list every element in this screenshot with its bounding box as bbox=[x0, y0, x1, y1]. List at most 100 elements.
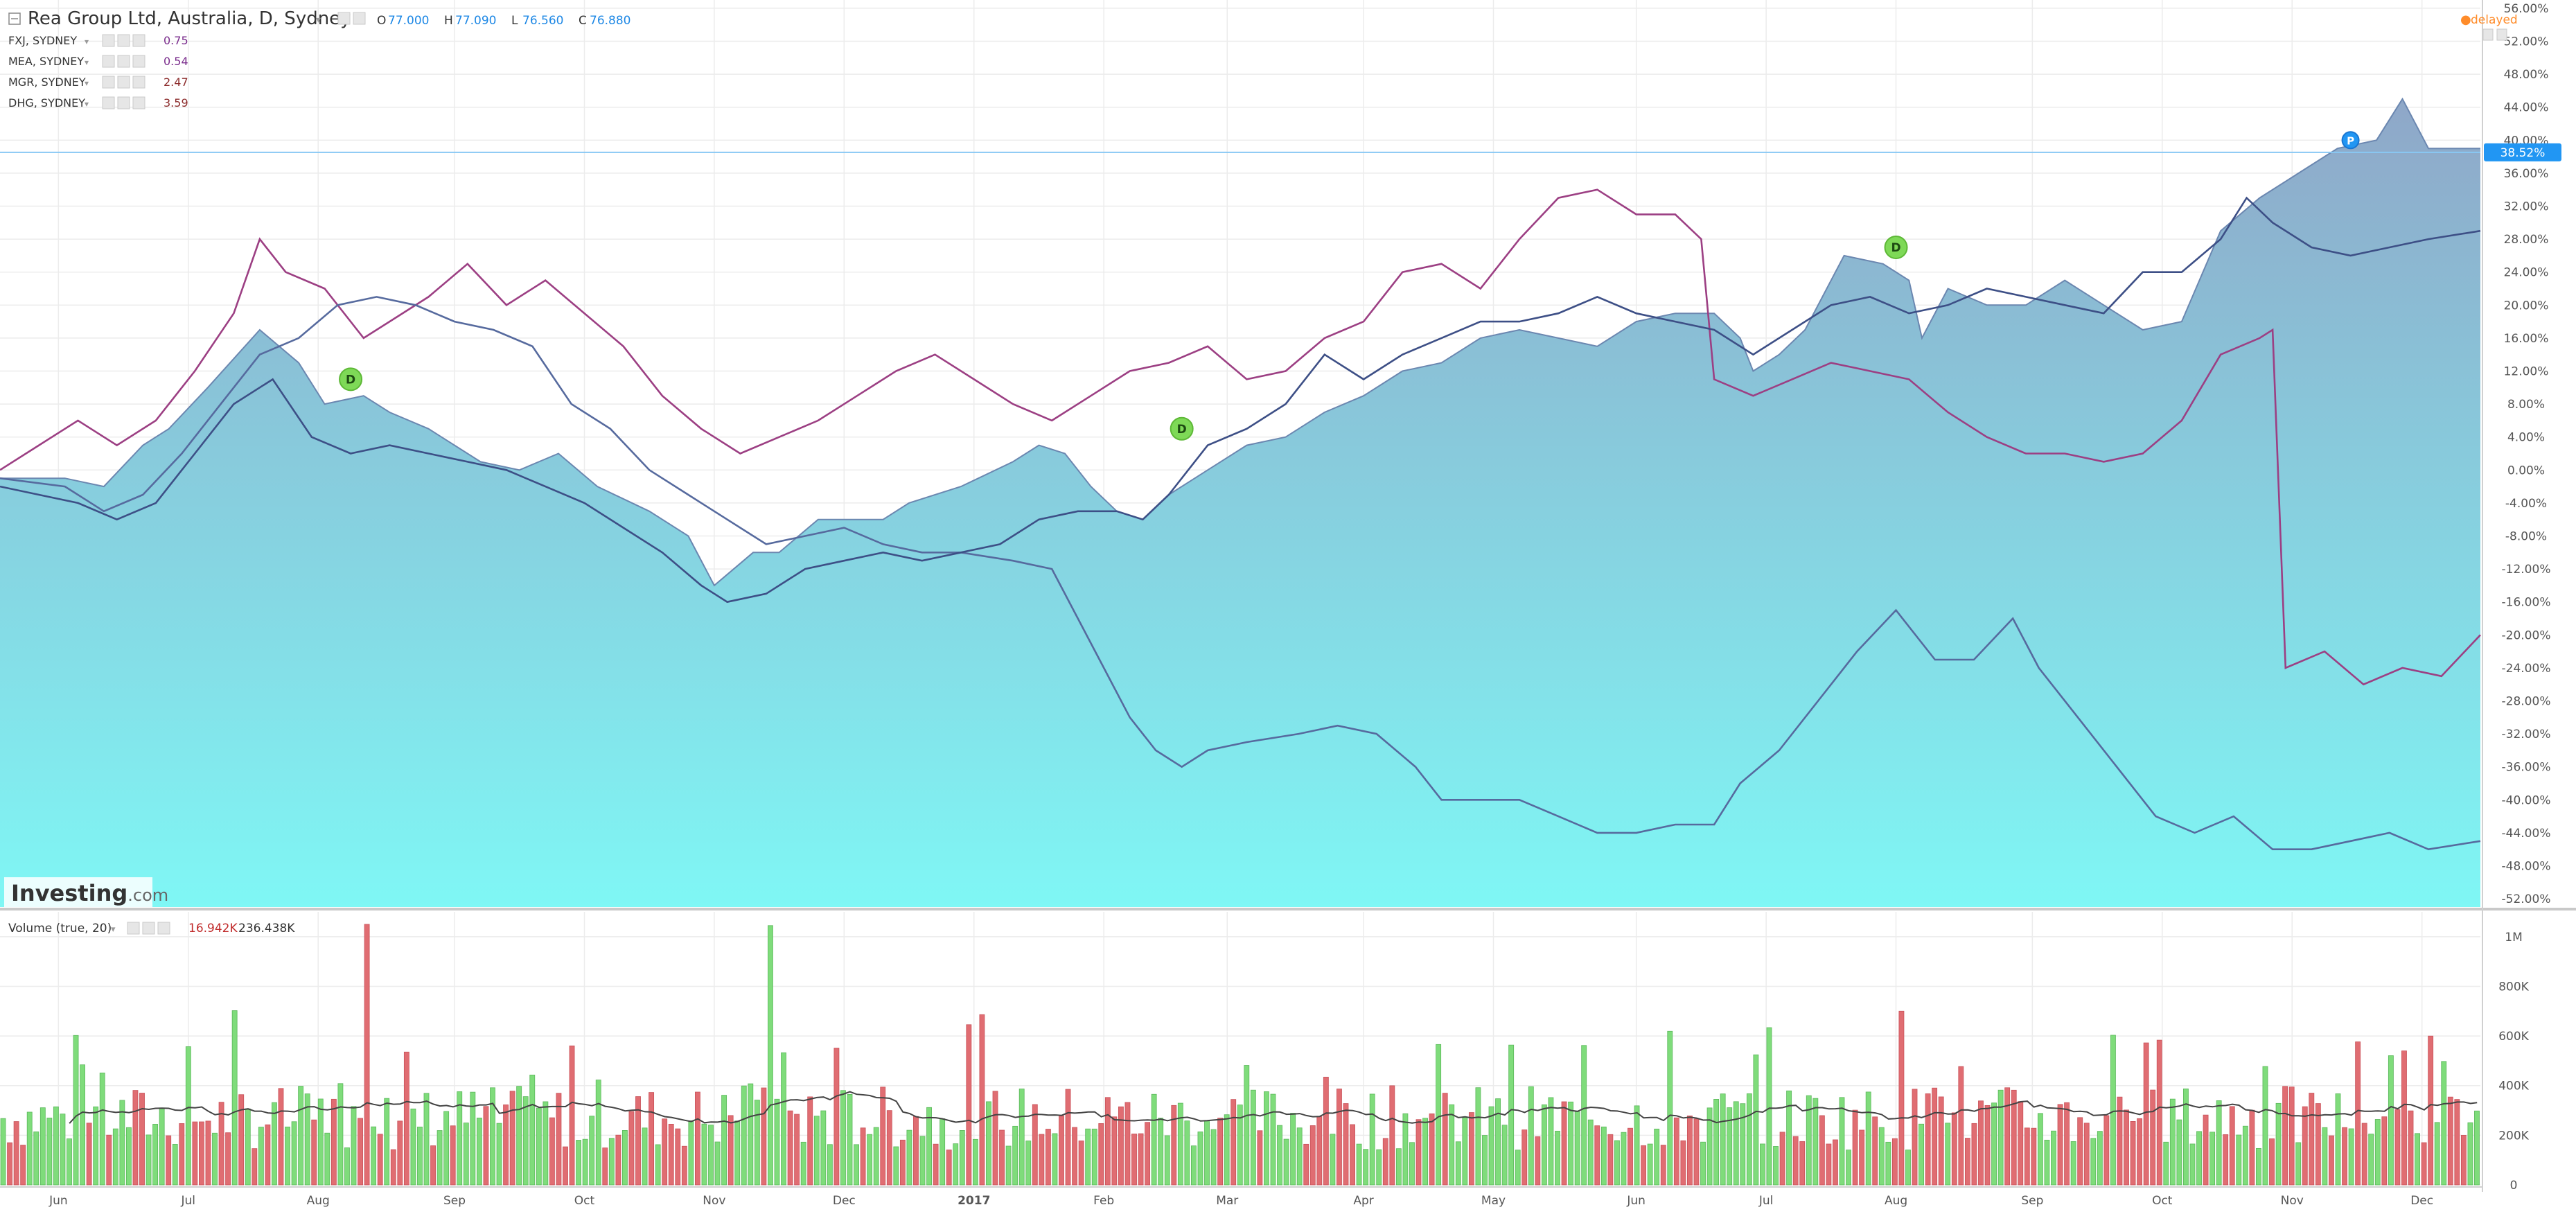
volume-bar bbox=[1733, 1101, 1739, 1186]
volume-bar bbox=[1964, 1138, 1970, 1186]
compare-legend-label-2[interactable]: MEA, SYDNEY bbox=[8, 55, 84, 68]
volume-bar bbox=[649, 1092, 655, 1186]
volume-bar bbox=[1032, 1104, 1038, 1186]
watermark-suffix: .com bbox=[127, 886, 168, 905]
volume-bar bbox=[503, 1105, 509, 1186]
time-axis[interactable]: Jun Jul Aug Sep Oct Nov Dec 2017 Feb Mar Apr May Jun… bbox=[48, 1194, 2433, 1208]
volume-bar bbox=[403, 1051, 409, 1186]
hide-icon[interactable] bbox=[353, 12, 366, 25]
volume-settings-icon[interactable] bbox=[127, 922, 140, 935]
last-value-badge-bg bbox=[2484, 143, 2561, 161]
compare-legend-label-4[interactable]: DHG, SYDNEY bbox=[8, 96, 85, 109]
compare-legend-label-3[interactable]: MGR, SYDNEY bbox=[8, 76, 86, 89]
compare-close-icon[interactable] bbox=[132, 34, 145, 47]
volume-bar bbox=[60, 1114, 66, 1186]
event-markers[interactable]: D D D P bbox=[339, 131, 2360, 441]
volume-label[interactable]: Volume (true, 20) bbox=[8, 922, 112, 935]
volume-pane[interactable]: 0 200K 400K 600K 800K 1M bbox=[0, 912, 2530, 1193]
volume-bar bbox=[2242, 1125, 2248, 1186]
volume-bar bbox=[1257, 1130, 1263, 1186]
time-tick-label: Aug bbox=[307, 1194, 330, 1208]
volume-bar bbox=[668, 1124, 674, 1186]
ohlc-label-c: C bbox=[579, 14, 587, 28]
volume-bar bbox=[979, 1014, 985, 1186]
volume-close-icon[interactable] bbox=[157, 922, 170, 935]
compare-legend-chevron-icon[interactable]: ▾ bbox=[85, 58, 89, 67]
volume-bar bbox=[1052, 1133, 1058, 1186]
compare-legend-chevron-icon[interactable]: ▾ bbox=[85, 99, 89, 109]
volume-bar bbox=[1885, 1141, 1891, 1186]
compare-settings-icon[interactable] bbox=[102, 76, 115, 89]
compare-settings-icon[interactable] bbox=[102, 96, 115, 109]
compare-legend-value-3: 2.47 bbox=[164, 76, 188, 89]
compare-hide-icon[interactable] bbox=[117, 76, 130, 89]
price-tick-label: -28.00% bbox=[2502, 695, 2551, 709]
price-y-axis[interactable]: -52.00% -48.00% -44.00% -40.00% -36.00% -32.0… bbox=[2502, 2, 2551, 906]
compare-hide-icon[interactable] bbox=[117, 55, 130, 68]
volume-bar bbox=[2083, 1123, 2090, 1186]
volume-y-axis[interactable]: 0 200K 400K 600K 800K 1M bbox=[2498, 931, 2529, 1193]
event-marker-3[interactable] bbox=[1884, 236, 1908, 259]
price-tick-label: 4.00% bbox=[2507, 431, 2545, 445]
volume-bar bbox=[2130, 1121, 2136, 1186]
compare-close-icon[interactable] bbox=[132, 96, 145, 109]
volume-bar bbox=[1224, 1114, 1230, 1186]
volume-bar bbox=[2090, 1138, 2097, 1186]
volume-chevron-icon[interactable]: ▾ bbox=[111, 924, 116, 935]
compare-close-icon[interactable] bbox=[132, 76, 145, 89]
volume-bar bbox=[748, 1083, 754, 1186]
compare-close-icon[interactable] bbox=[132, 55, 145, 68]
volume-bar bbox=[1766, 1027, 1772, 1186]
volume-bar bbox=[734, 1120, 741, 1186]
volume-bar bbox=[1521, 1129, 1528, 1186]
volume-bar bbox=[542, 1101, 549, 1186]
compare-legend-label-1[interactable]: FXJ, SYDNEY bbox=[8, 34, 77, 47]
volume-bar bbox=[933, 1143, 939, 1186]
scale-toggle-icon-2[interactable] bbox=[2496, 28, 2507, 41]
volume-bar bbox=[1806, 1095, 1812, 1186]
scale-toggle-icon-1[interactable] bbox=[2482, 28, 2494, 41]
volume-hide-icon[interactable] bbox=[142, 922, 155, 935]
collapse-toggle-icon[interactable] bbox=[8, 12, 21, 25]
volume-bar bbox=[1343, 1103, 1349, 1186]
volume-bar bbox=[1958, 1066, 1964, 1186]
time-tick-label: Mar bbox=[1216, 1194, 1238, 1208]
compare-hide-icon[interactable] bbox=[117, 34, 130, 47]
volume-bar bbox=[1210, 1129, 1217, 1186]
compare-settings-icon[interactable] bbox=[102, 34, 115, 47]
volume-bar bbox=[2137, 1118, 2143, 1186]
volume-bar bbox=[2103, 1115, 2110, 1186]
volume-bar bbox=[966, 1024, 972, 1186]
compare-hide-icon[interactable] bbox=[117, 96, 130, 109]
symbol-title[interactable]: Rea Group Ltd, Australia, D, Sydney bbox=[28, 8, 351, 29]
settings-icon[interactable] bbox=[337, 12, 351, 25]
title-chevron-icon[interactable]: ▾ bbox=[316, 15, 321, 26]
volume-bar bbox=[1654, 1128, 1660, 1186]
volume-bar bbox=[1541, 1104, 1547, 1186]
volume-bar bbox=[2077, 1117, 2083, 1186]
price-pane[interactable]: D D D P -52.00% -48.00% -44.00% -40.00% -36.00%… bbox=[0, 0, 2561, 907]
volume-bar bbox=[794, 1114, 800, 1186]
rea-area-fill bbox=[0, 98, 2480, 907]
volume-bar bbox=[1151, 1093, 1157, 1186]
volume-bar bbox=[2262, 1066, 2268, 1186]
compare-legend-chevron-icon[interactable]: ▾ bbox=[85, 78, 89, 88]
event-marker-1[interactable] bbox=[339, 367, 363, 392]
volume-bar bbox=[1422, 1118, 1428, 1186]
compare-legend-chevron-icon[interactable]: ▾ bbox=[85, 37, 89, 46]
time-tick-label: May bbox=[1481, 1194, 1506, 1208]
volume-bar bbox=[278, 1088, 284, 1186]
volume-bar bbox=[185, 1046, 191, 1186]
volume-bar bbox=[212, 1132, 218, 1186]
event-marker-4[interactable] bbox=[2341, 131, 2360, 150]
volume-bar bbox=[2309, 1093, 2315, 1186]
volume-bar bbox=[1237, 1105, 1243, 1186]
volume-bar bbox=[291, 1121, 297, 1186]
event-marker-2[interactable] bbox=[1170, 416, 1194, 441]
volume-bar bbox=[2408, 1110, 2414, 1186]
volume-bar bbox=[358, 1118, 363, 1186]
volume-bar bbox=[2057, 1104, 2063, 1186]
compare-settings-icon[interactable] bbox=[102, 55, 115, 68]
